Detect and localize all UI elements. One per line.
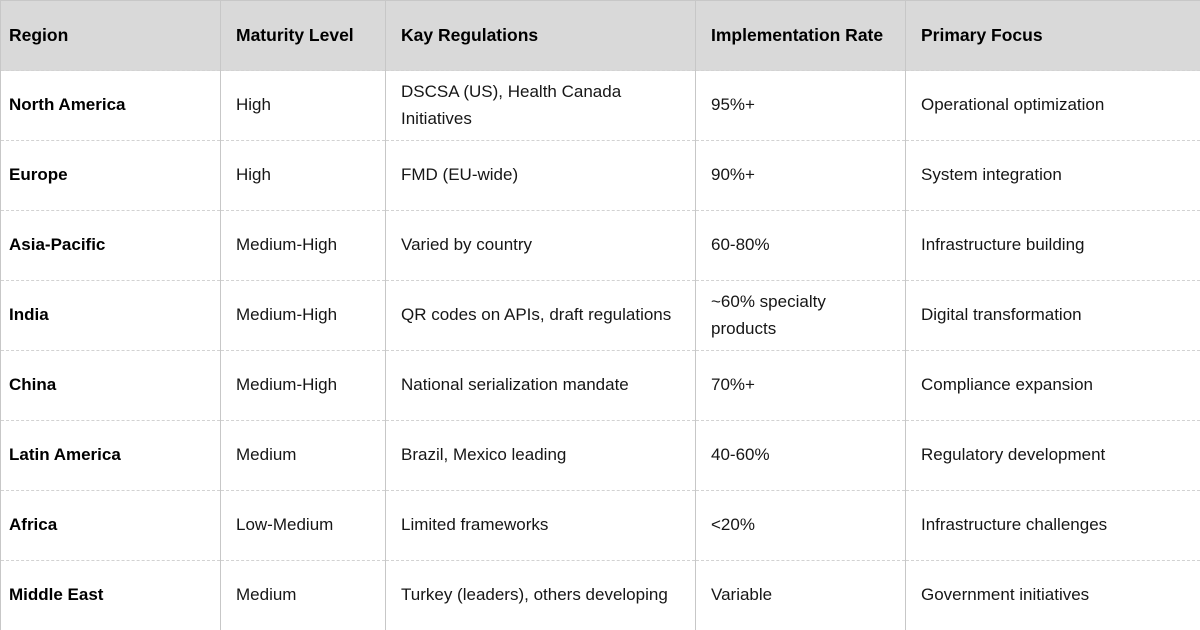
cell-maturity-level: Medium-High	[220, 280, 386, 351]
cell-kay-regulations: National serialization mandate	[385, 350, 696, 421]
cell-implementation-rate: 95%+	[695, 70, 906, 141]
cell-primary-focus: Infrastructure building	[905, 210, 1200, 281]
table-row-africa: Africa Low-Medium Limited frameworks <20…	[0, 490, 1200, 561]
table-body: North America High DSCSA (US), Health Ca…	[0, 70, 1200, 630]
cell-implementation-rate: 40-60%	[695, 420, 906, 491]
cell-kay-regulations: Brazil, Mexico leading	[385, 420, 696, 491]
column-header-region: Region	[0, 0, 221, 71]
cell-primary-focus: Compliance expansion	[905, 350, 1200, 421]
cell-maturity-level: Medium-High	[220, 210, 386, 281]
header-row: Region Maturity Level Kay Regulations Im…	[0, 0, 1200, 71]
cell-maturity-level: Medium-High	[220, 350, 386, 421]
cell-maturity-level: High	[220, 70, 386, 141]
cell-implementation-rate: 70%+	[695, 350, 906, 421]
table-row-middle-east: Middle East Medium Turkey (leaders), oth…	[0, 560, 1200, 630]
cell-kay-regulations: Limited frameworks	[385, 490, 696, 561]
cell-region: North America	[0, 70, 221, 141]
cell-kay-regulations: Varied by country	[385, 210, 696, 281]
cell-primary-focus: Regulatory development	[905, 420, 1200, 491]
cell-region: Africa	[0, 490, 221, 561]
cell-primary-focus: Operational optimization	[905, 70, 1200, 141]
cell-maturity-level: High	[220, 140, 386, 211]
cell-kay-regulations: FMD (EU-wide)	[385, 140, 696, 211]
cell-primary-focus: System integration	[905, 140, 1200, 211]
cell-primary-focus: Infrastructure challenges	[905, 490, 1200, 561]
cell-region: Latin America	[0, 420, 221, 491]
cell-region: Asia-Pacific	[0, 210, 221, 281]
column-header-primary-focus: Primary Focus	[905, 0, 1200, 71]
cell-region: India	[0, 280, 221, 351]
cell-implementation-rate: 60-80%	[695, 210, 906, 281]
column-header-maturity-level: Maturity Level	[220, 0, 386, 71]
cell-region: China	[0, 350, 221, 421]
cell-kay-regulations: DSCSA (US), Health Canada Initiatives	[385, 70, 696, 141]
table-header: Region Maturity Level Kay Regulations Im…	[0, 0, 1200, 71]
cell-maturity-level: Medium	[220, 560, 386, 630]
cell-implementation-rate: Variable	[695, 560, 906, 630]
table-row-asia-pacific: Asia-Pacific Medium-High Varied by count…	[0, 210, 1200, 281]
table-row-india: India Medium-High QR codes on APIs, draf…	[0, 280, 1200, 351]
cell-primary-focus: Government initiatives	[905, 560, 1200, 630]
cell-implementation-rate: 90%+	[695, 140, 906, 211]
table-row-china: China Medium-High National serialization…	[0, 350, 1200, 421]
cell-kay-regulations: Turkey (leaders), others developing	[385, 560, 696, 630]
cell-implementation-rate: <20%	[695, 490, 906, 561]
cell-kay-regulations: QR codes on APIs, draft regulations	[385, 280, 696, 351]
cell-primary-focus: Digital transformation	[905, 280, 1200, 351]
cell-maturity-level: Low-Medium	[220, 490, 386, 561]
table-row-north-america: North America High DSCSA (US), Health Ca…	[0, 70, 1200, 141]
table-row-latin-america: Latin America Medium Brazil, Mexico lead…	[0, 420, 1200, 491]
cell-region: Europe	[0, 140, 221, 211]
table-row-europe: Europe High FMD (EU-wide) 90%+ System in…	[0, 140, 1200, 211]
cell-implementation-rate: ~60% specialty products	[695, 280, 906, 351]
cell-region: Middle East	[0, 560, 221, 630]
cell-maturity-level: Medium	[220, 420, 386, 491]
column-header-kay-regulations: Kay Regulations	[385, 0, 696, 71]
column-header-implementation-rate: Implementation Rate	[695, 0, 906, 71]
